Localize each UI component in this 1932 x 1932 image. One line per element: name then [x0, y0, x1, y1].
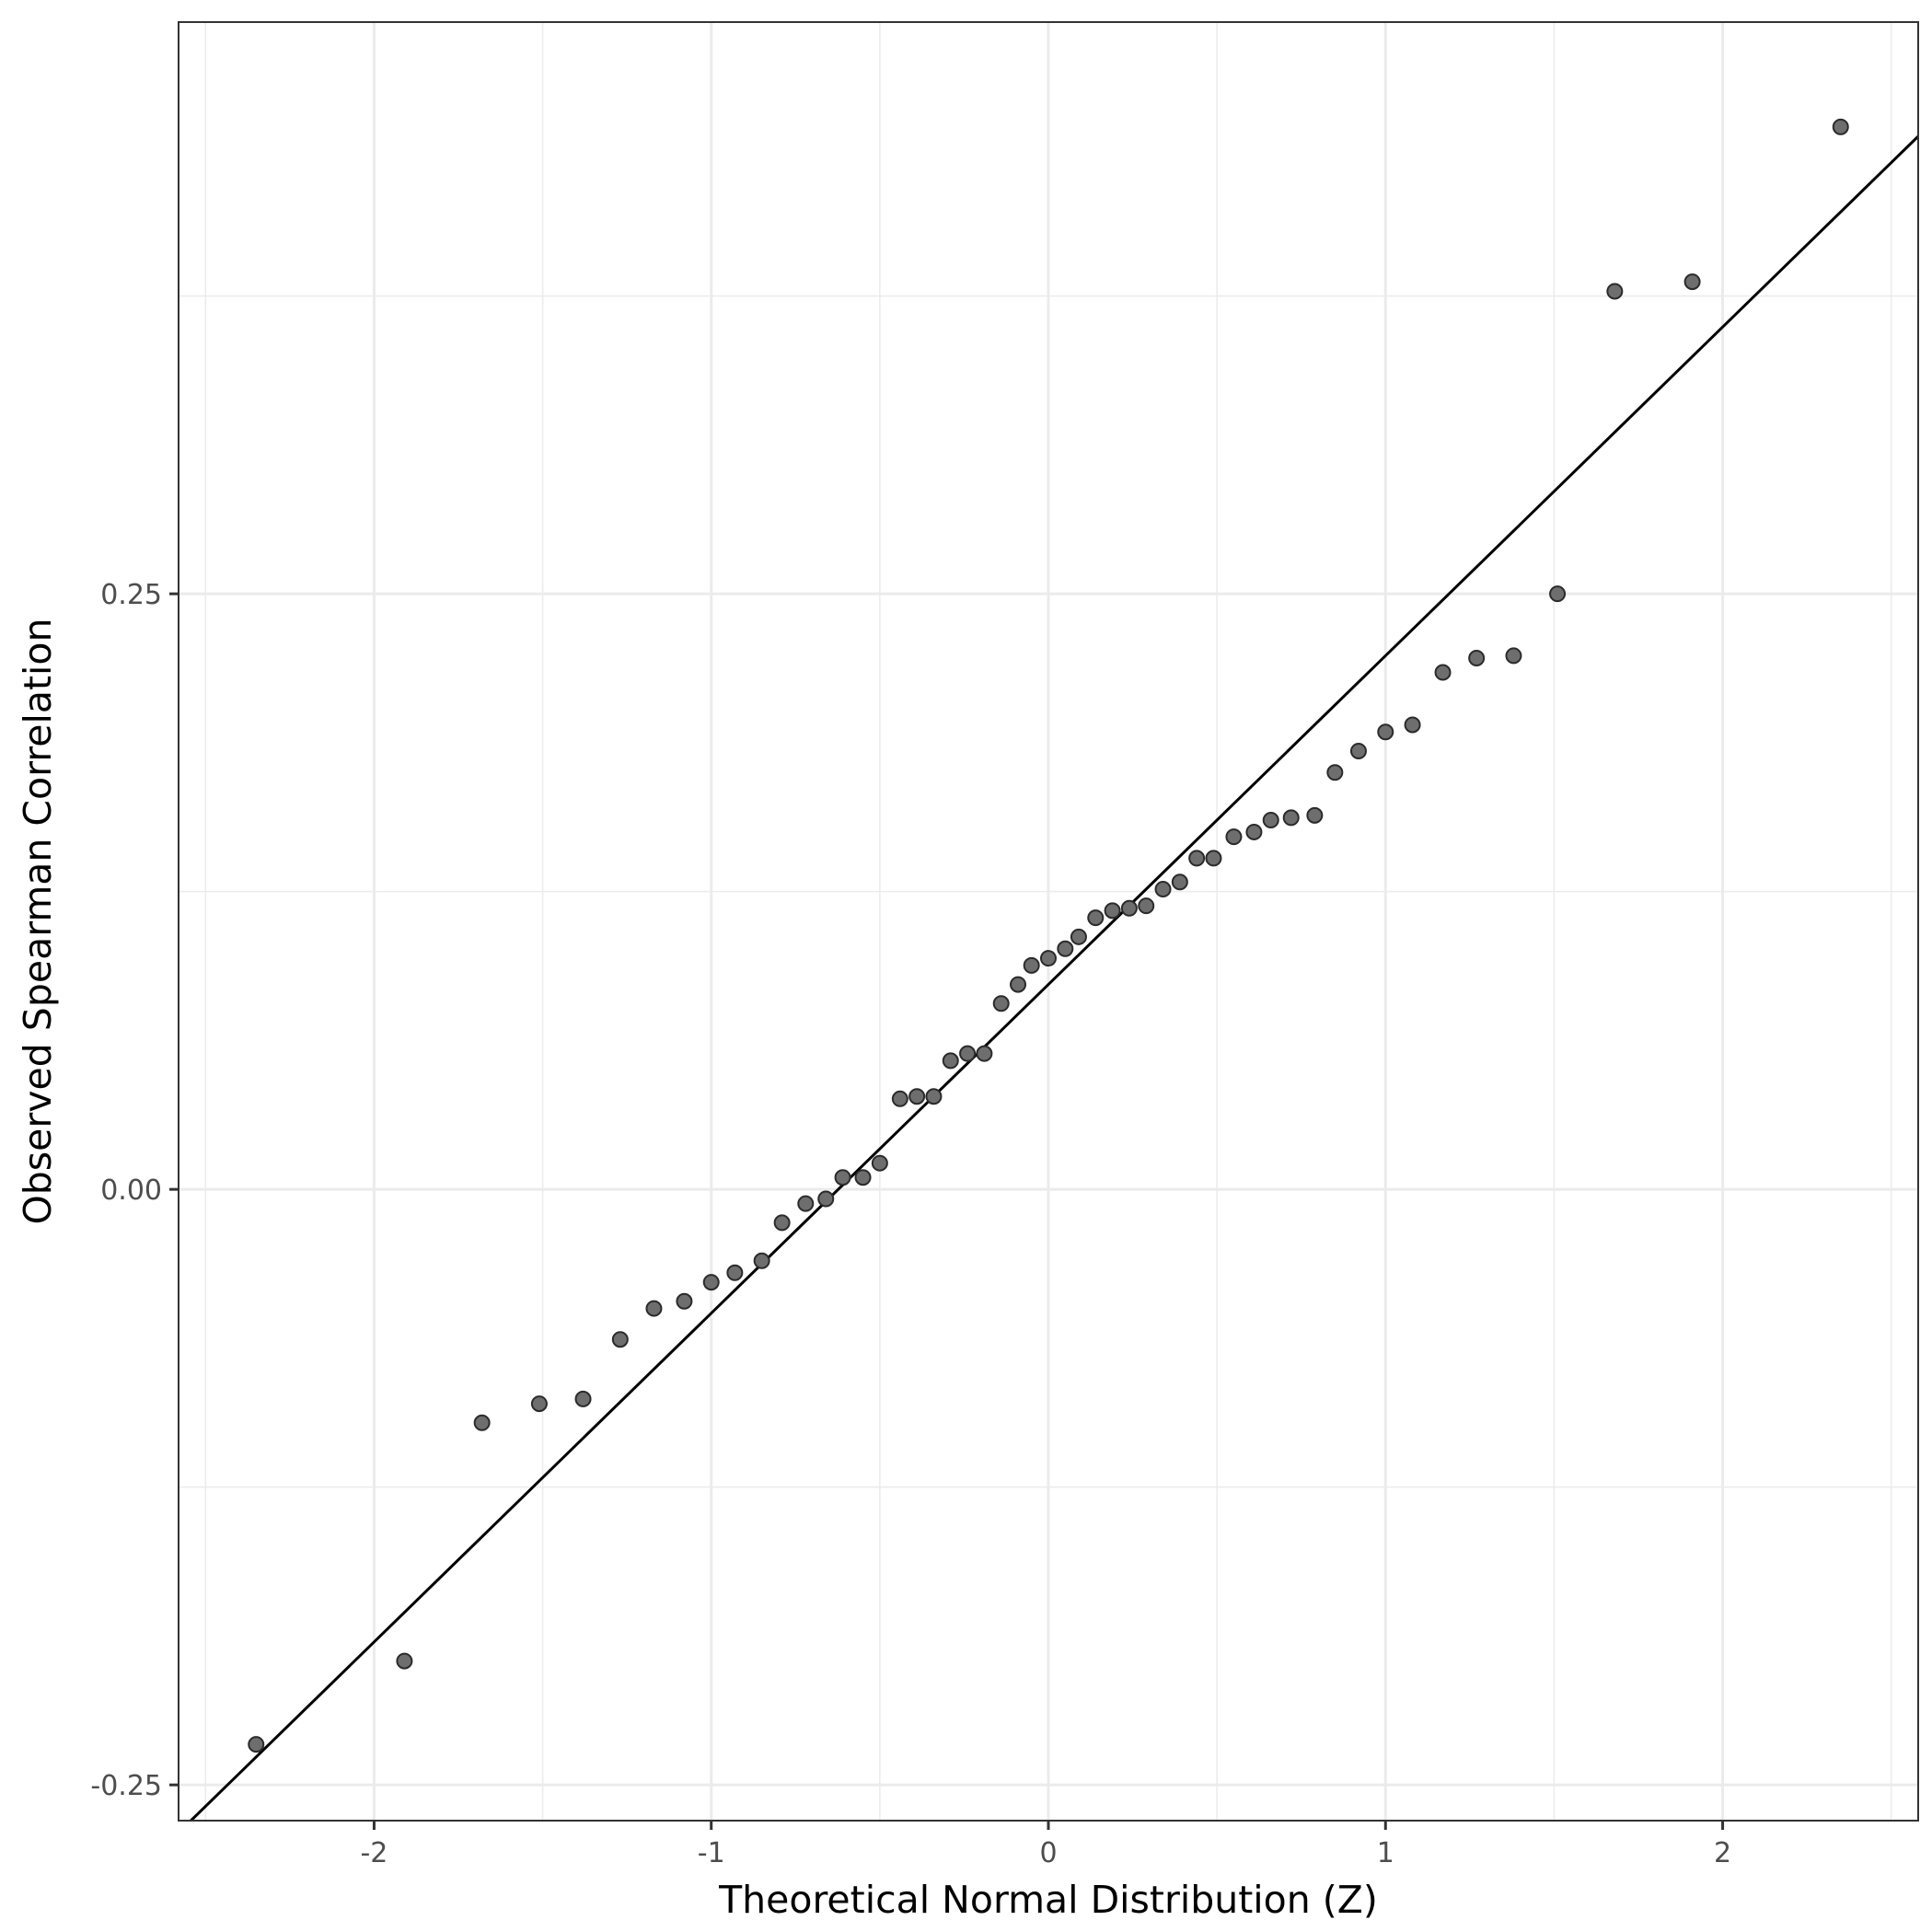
data-point [1188, 850, 1206, 867]
qq-reference-line [190, 135, 1920, 1822]
y-tick-label: 0.00 [100, 1174, 162, 1207]
data-point [992, 995, 1010, 1012]
data-point [797, 1195, 815, 1212]
data-point [396, 1652, 413, 1670]
data-point [817, 1190, 835, 1208]
y-axis-title: Observed Spearman Correlation [16, 619, 60, 1225]
data-point [1070, 928, 1087, 945]
data-point [1120, 899, 1138, 917]
data-point [611, 1331, 629, 1348]
data-point [1377, 723, 1394, 741]
x-axis-title: Theoretical Normal Distribution (Z) [718, 1878, 1378, 1922]
data-point [1154, 881, 1172, 898]
data-point [574, 1390, 592, 1407]
data-point [753, 1252, 770, 1269]
data-point [959, 1045, 977, 1062]
data-point [773, 1214, 791, 1232]
data-point [925, 1088, 943, 1105]
x-tick-label: -2 [360, 1837, 388, 1869]
data-point [1245, 823, 1263, 840]
data-point [1349, 742, 1367, 759]
data-point [1262, 812, 1279, 829]
data-point [1326, 764, 1344, 781]
x-tick-label: 0 [1039, 1837, 1057, 1869]
data-point [1205, 850, 1222, 867]
x-tick-label: -1 [698, 1837, 725, 1869]
data-point [871, 1154, 888, 1172]
y-tick-label: -0.25 [90, 1770, 162, 1802]
data-point [1306, 806, 1324, 824]
data-point [473, 1414, 491, 1431]
data-point [1683, 273, 1701, 291]
data-point [1225, 828, 1243, 846]
data-point [248, 1736, 265, 1753]
grid-lines [179, 22, 1918, 1821]
data-point [702, 1274, 720, 1291]
data-point [942, 1052, 959, 1070]
data-point [834, 1169, 851, 1186]
data-point [676, 1292, 693, 1310]
data-point [1505, 647, 1522, 665]
data-point [1010, 976, 1027, 993]
data-point [726, 1264, 744, 1281]
data-point [1040, 950, 1057, 967]
data-point [1549, 585, 1567, 603]
data-point [908, 1088, 926, 1105]
y-tick-label: 0.25 [100, 579, 162, 611]
data-point [1138, 897, 1155, 915]
data-points [248, 118, 1849, 1753]
data-point [976, 1045, 993, 1062]
data-point [1434, 664, 1452, 681]
reference-line-group [190, 135, 1920, 1822]
data-point [1606, 283, 1624, 300]
axes: -2 -1 0 1 2 -0.25 0.00 0.25 [90, 579, 1731, 1869]
data-point [854, 1169, 872, 1186]
x-tick-label: 1 [1377, 1837, 1394, 1869]
data-point [1404, 716, 1421, 734]
data-point [1832, 118, 1849, 135]
data-point [1104, 902, 1121, 920]
data-point [1171, 873, 1188, 891]
data-point [891, 1090, 908, 1107]
x-tick-label: 2 [1714, 1837, 1731, 1869]
data-point [1468, 650, 1486, 667]
data-point [1282, 809, 1300, 827]
data-point [1087, 909, 1105, 927]
data-point [1057, 940, 1074, 957]
data-point [645, 1300, 663, 1317]
data-point [1023, 956, 1040, 974]
data-point [530, 1395, 548, 1413]
